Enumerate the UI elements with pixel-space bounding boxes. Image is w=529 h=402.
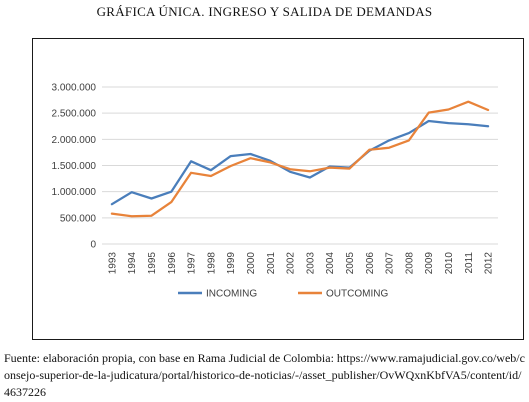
series-line-outcoming — [110, 100, 490, 218]
data-point-outcoming — [329, 167, 331, 169]
x-tick-label: 2008 — [404, 252, 415, 275]
x-tick-label: 1999 — [226, 252, 237, 275]
y-tick-label: 500.000 — [60, 213, 97, 224]
x-tick-label: 2010 — [444, 252, 455, 275]
data-point-outcoming — [270, 162, 272, 164]
source-note: Fuente: elaboración propia, con base en … — [4, 351, 525, 399]
x-tick-label: 2012 — [484, 252, 495, 275]
line-chart: 0 500.000 1.000.000 1.500.000 2.000.000 2.500… — [52, 83, 498, 300]
y-tick-label: 2.500.000 — [52, 109, 97, 120]
data-point-incoming — [468, 123, 470, 125]
x-tick-label: 2004 — [325, 252, 336, 275]
y-tick-label: 3.000.000 — [52, 83, 97, 94]
data-point-outcoming — [289, 168, 291, 170]
series-line-incoming — [110, 119, 490, 206]
data-point-outcoming — [111, 213, 113, 215]
legend-label-outcoming: OUTCOMING — [326, 289, 388, 300]
data-point-incoming — [388, 140, 390, 142]
data-point-outcoming — [131, 215, 133, 217]
y-tick-label: 0 — [90, 240, 96, 251]
data-point-outcoming — [408, 140, 410, 142]
figure-title: GRÁFICA ÚNICA. INGRESO Y SALIDA DE DEMAN… — [96, 4, 433, 19]
x-tick-label: 1994 — [127, 252, 138, 275]
data-point-incoming — [230, 155, 232, 157]
x-tick-label: 2006 — [365, 252, 376, 275]
y-tick-label: 2.000.000 — [52, 135, 97, 146]
x-tick-label: 2001 — [266, 252, 277, 275]
y-axis-tick-labels: 0 500.000 1.000.000 1.500.000 2.000.000 2.500… — [52, 83, 97, 251]
x-tick-label: 1995 — [147, 252, 158, 275]
data-point-incoming — [428, 120, 430, 122]
data-point-incoming — [309, 177, 311, 179]
x-axis-tick-labels: 1993 1994 1995 1996 1997 1998 1999 2000 2001 2002… — [107, 252, 494, 275]
data-point-outcoming — [210, 175, 212, 177]
data-point-incoming — [408, 132, 410, 134]
data-point-outcoming — [369, 149, 371, 151]
data-point-outcoming — [487, 109, 489, 111]
data-point-outcoming — [309, 170, 311, 172]
x-tick-label: 2009 — [424, 252, 435, 275]
x-tick-label: 1996 — [167, 252, 178, 275]
x-tick-label: 2007 — [385, 252, 396, 275]
x-tick-label: 2005 — [345, 252, 356, 275]
data-point-incoming — [250, 153, 252, 155]
data-point-incoming — [487, 125, 489, 127]
data-point-incoming — [448, 122, 450, 124]
data-point-incoming — [289, 171, 291, 173]
series-lines — [110, 100, 490, 218]
x-tick-label: 2011 — [464, 252, 475, 274]
data-point-outcoming — [388, 147, 390, 149]
chart-frame: 0 500.000 1.000.000 1.500.000 2.000.000 2.500… — [32, 38, 524, 340]
y-tick-label: 1.000.000 — [52, 187, 97, 198]
data-point-outcoming — [171, 201, 173, 203]
data-point-outcoming — [428, 112, 430, 114]
data-point-outcoming — [230, 165, 232, 167]
x-tick-label: 2000 — [246, 252, 257, 275]
data-point-outcoming — [468, 101, 470, 103]
x-tick-label: 1998 — [206, 252, 217, 275]
data-point-incoming — [131, 191, 133, 193]
legend-label-incoming: INCOMING — [206, 289, 257, 300]
x-tick-label: 1993 — [107, 252, 118, 275]
data-point-incoming — [190, 161, 192, 163]
data-point-incoming — [151, 198, 153, 200]
y-tick-label: 1.500.000 — [52, 161, 97, 172]
data-point-outcoming — [190, 172, 192, 174]
data-point-outcoming — [448, 109, 450, 111]
x-tick-label: 2002 — [286, 252, 297, 275]
data-point-incoming — [171, 191, 173, 193]
data-point-incoming — [210, 169, 212, 171]
x-tick-label: 2003 — [305, 252, 316, 275]
data-point-outcoming — [250, 157, 252, 159]
data-point-outcoming — [349, 168, 351, 170]
data-point-incoming — [111, 203, 113, 205]
data-point-outcoming — [151, 215, 153, 217]
legend: INCOMING OUTCOMING — [178, 289, 388, 300]
x-tick-label: 1997 — [187, 252, 198, 275]
